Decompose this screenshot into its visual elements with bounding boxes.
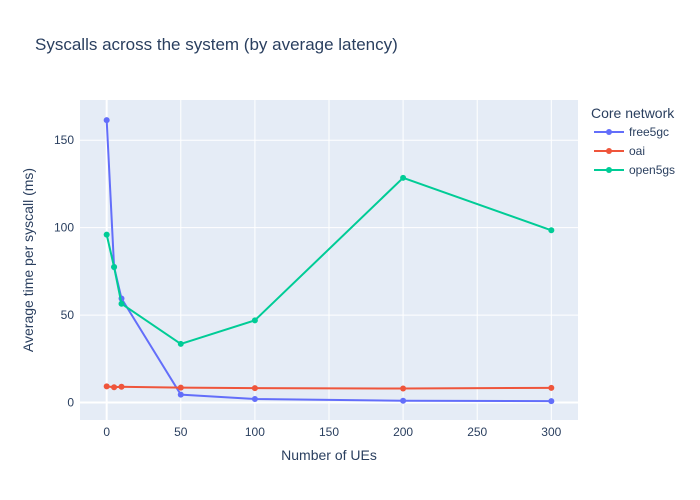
series-open5gs (103, 174, 555, 347)
x-tick-label: 50 (174, 425, 188, 439)
data-point-oai (548, 384, 555, 391)
grid (80, 100, 578, 420)
legend[interactable]: Core network free5gc oai open5gs (591, 105, 675, 177)
x-tick-label: 0 (103, 425, 110, 439)
x-tick-label: 200 (393, 425, 413, 439)
x-tick-label: 300 (541, 425, 561, 439)
data-point-free5gc (251, 396, 258, 403)
y-tick-label: 50 (61, 308, 75, 322)
data-point-free5gc (548, 398, 555, 405)
y-tick-label: 100 (54, 221, 74, 235)
legend-label: free5gc (629, 125, 669, 139)
legend-swatch-marker (606, 129, 612, 135)
x-axis-title: Number of UEs (281, 447, 377, 463)
data-point-free5gc (177, 391, 184, 398)
y-tick-label: 0 (67, 396, 74, 410)
data-point-oai (118, 383, 125, 390)
data-point-open5gs (103, 231, 110, 238)
legend-item-free5gc[interactable]: free5gc (594, 125, 669, 139)
data-point-oai (111, 384, 118, 391)
chart-title: Syscalls across the system (by average l… (35, 35, 398, 54)
y-tick-label: 150 (54, 133, 74, 147)
legend-item-open5gs[interactable]: open5gs (594, 163, 675, 177)
y-axis: 0 50 100 150 (54, 133, 74, 409)
data-point-open5gs (111, 263, 118, 270)
x-tick-label: 250 (467, 425, 487, 439)
data-point-open5gs (251, 317, 258, 324)
data-point-open5gs (400, 174, 407, 181)
x-axis: 0 50 100 150 200 250 300 (103, 425, 561, 439)
data-point-open5gs (118, 300, 125, 307)
data-point-open5gs (177, 340, 184, 347)
series-oai (103, 383, 555, 392)
x-tick-label: 100 (245, 425, 265, 439)
legend-label: oai (629, 144, 645, 158)
data-point-oai (400, 385, 407, 392)
data-point-oai (103, 383, 110, 390)
legend-swatch-marker (606, 167, 612, 173)
legend-item-oai[interactable]: oai (594, 144, 645, 158)
data-point-free5gc (103, 117, 110, 124)
legend-title: Core network (591, 105, 675, 121)
data-point-free5gc (400, 397, 407, 404)
legend-swatch-marker (606, 148, 612, 154)
data-point-oai (177, 384, 184, 391)
legend-label: open5gs (629, 163, 675, 177)
x-tick-label: 150 (319, 425, 339, 439)
data-point-oai (251, 385, 258, 392)
y-axis-title: Average time per syscall (ms) (20, 168, 36, 352)
series-layer (103, 117, 555, 405)
data-point-open5gs (548, 227, 555, 234)
